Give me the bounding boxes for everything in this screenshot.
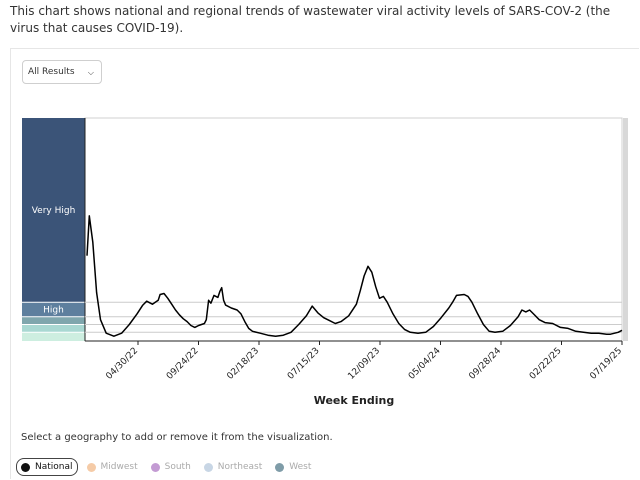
x-tick-label: 02/18/23: [225, 346, 261, 382]
level-band-very-high: [22, 118, 85, 303]
x-tick-label: 09/24/22: [165, 346, 201, 382]
legend-swatch: [86, 462, 96, 472]
x-axis-title: Week Ending: [314, 394, 395, 407]
geography-legend: National Midwest South Northeast West: [16, 458, 320, 476]
legend-swatch: [150, 462, 160, 472]
legend-swatch: [203, 462, 213, 472]
results-filter-value: All Results: [28, 67, 75, 77]
chevron-down-icon: ⌵: [87, 68, 94, 77]
legend-item-south[interactable]: South: [147, 459, 195, 475]
chart-panel: [10, 48, 639, 479]
legend-item-northeast[interactable]: Northeast: [200, 459, 266, 475]
legend-swatch: [275, 462, 285, 472]
x-tick-label: 07/19/25: [588, 346, 624, 382]
legend-label: Northeast: [217, 462, 263, 472]
plot-area: [84, 117, 628, 342]
x-tick-label: 09/28/24: [467, 346, 503, 382]
level-band-low: [22, 324, 85, 333]
level-band-moderate: [22, 316, 85, 325]
x-tick-label: 12/09/23: [346, 346, 382, 382]
legend-label: Midwest: [100, 462, 138, 472]
chart-description: This chart shows national and regional t…: [10, 4, 611, 35]
x-tick-label: 04/30/22: [104, 346, 140, 382]
level-band-label: Very High: [32, 206, 76, 216]
legend-item-national[interactable]: National: [16, 458, 78, 476]
level-band-label: High: [43, 305, 64, 315]
legend-item-west[interactable]: West: [271, 459, 315, 475]
legend-swatch: [21, 462, 30, 472]
activity-level-bands: Very High High: [22, 118, 85, 341]
level-band-high: [22, 302, 85, 317]
chart-scrollbar[interactable]: [623, 118, 628, 341]
legend-label: South: [164, 462, 191, 472]
results-filter-dropdown[interactable]: All Results ⌵: [22, 60, 102, 84]
legend-label: West: [289, 462, 312, 472]
x-tick-label: 07/15/23: [286, 346, 322, 382]
x-axis: 04/30/22 09/24/22 02/18/23 07/15/23 12/09/23…: [85, 340, 624, 407]
x-tick-label: 02/22/25: [528, 346, 564, 382]
series-line-national[interactable]: [86, 215, 623, 337]
level-band-very-low: [22, 332, 85, 341]
legend-label: National: [35, 462, 73, 472]
geography-hint: Select a geography to add or remove it f…: [21, 432, 333, 443]
x-tick-label: 05/04/24: [407, 346, 443, 382]
wastewater-chart: Very High High 04/30/22 09/24/22 02/18/23 07…: [22, 117, 628, 407]
legend-item-midwest[interactable]: Midwest: [83, 459, 142, 475]
